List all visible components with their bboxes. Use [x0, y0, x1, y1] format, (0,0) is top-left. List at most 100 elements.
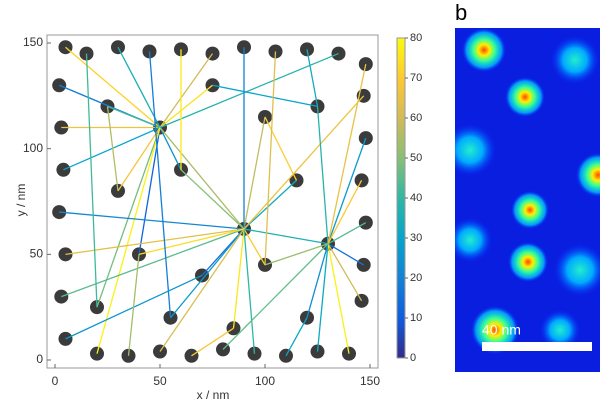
edge	[61, 228, 245, 298]
edge	[59, 211, 245, 230]
colorbar-segment	[397, 63, 405, 69]
colorbar-segment	[397, 263, 405, 269]
colorbar-segment	[397, 343, 405, 349]
colorbar-segment	[397, 193, 405, 199]
colorbar-segment	[397, 218, 405, 224]
edge	[117, 127, 161, 192]
colorbar-tick-label: 30	[410, 232, 422, 244]
edge	[306, 49, 319, 107]
x-tick-label: 100	[255, 374, 275, 388]
colorbar-segment	[397, 138, 405, 144]
colorbar-segment	[397, 178, 405, 184]
colorbar-segment	[397, 153, 405, 159]
edge	[243, 179, 297, 230]
colorbar-tick-label: 20	[410, 272, 422, 284]
edge	[243, 116, 266, 230]
edge	[65, 46, 161, 129]
colorbar-segment	[397, 123, 405, 129]
edge	[327, 243, 350, 354]
particle	[52, 78, 67, 93]
edge	[191, 327, 234, 357]
colorbar-tick-label: 0	[410, 352, 416, 364]
colorbar-segment	[397, 348, 405, 354]
edge	[138, 228, 245, 255]
scale-bar-label: 40 nm	[482, 322, 521, 338]
colorbar-segment	[397, 68, 405, 74]
edge	[264, 51, 277, 265]
colorbar-segment	[397, 183, 405, 189]
edge	[327, 243, 365, 266]
colorbar-segment	[397, 173, 405, 179]
x-tick-label: 150	[360, 374, 380, 388]
edge	[159, 53, 214, 128]
edge	[327, 137, 367, 244]
colorbar-segment	[397, 308, 405, 314]
colorbar-tick-label: 50	[410, 152, 422, 164]
spot	[455, 218, 492, 262]
colorbar-segment	[397, 108, 405, 114]
colorbar-segment	[397, 253, 405, 259]
edge	[63, 126, 161, 171]
colorbar-segment	[397, 323, 405, 329]
heatmap-image	[455, 28, 600, 372]
colorbar-segment	[397, 338, 405, 344]
edge	[148, 51, 172, 318]
colorbar-segment	[397, 58, 405, 64]
network-plot: 0 50 100 150 0 50 100 150	[23, 34, 380, 388]
edge	[306, 243, 329, 318]
spot	[508, 242, 548, 282]
y-tick-label: 0	[36, 352, 43, 366]
edge	[243, 228, 256, 354]
colorbar-segment	[397, 83, 405, 89]
colorbar-segment	[397, 233, 405, 239]
edge	[159, 228, 245, 352]
particle	[52, 205, 67, 220]
edge	[212, 84, 318, 108]
x-tick-label: 50	[153, 374, 167, 388]
edge	[222, 243, 329, 350]
edge	[327, 243, 363, 302]
y-axis-label: y / nm	[14, 184, 28, 217]
colorbar-segment	[397, 143, 405, 149]
colorbar-segment	[397, 278, 405, 284]
colorbar-segment	[397, 43, 405, 49]
spot	[505, 77, 545, 117]
spot	[455, 124, 496, 176]
spot	[554, 244, 600, 296]
colorbar-segment	[397, 268, 405, 274]
colorbar-segment	[397, 103, 405, 109]
edge	[96, 127, 161, 354]
y-tick-label: 100	[23, 141, 43, 155]
colorbar-segment	[397, 163, 405, 169]
spot	[576, 153, 600, 197]
colorbar-segment	[397, 93, 405, 99]
colorbar-segment	[397, 133, 405, 139]
edge	[243, 95, 365, 230]
colorbar-segment	[397, 258, 405, 264]
edge	[117, 46, 161, 128]
edge	[85, 53, 98, 308]
colorbar-tick-label: 40	[410, 192, 422, 204]
particle	[358, 57, 373, 72]
edge	[264, 243, 329, 266]
colorbar-segment	[397, 113, 405, 119]
colorbar-segment	[397, 168, 405, 174]
colorbar-segment	[397, 118, 405, 124]
colorbar-segment	[397, 223, 405, 229]
colorbar-segment	[397, 313, 405, 319]
colorbar-segment	[397, 148, 405, 154]
y-tick-label: 50	[30, 247, 44, 261]
colorbar-segment	[397, 188, 405, 194]
colorbar-segment	[397, 88, 405, 94]
colorbar-segment	[397, 158, 405, 164]
colorbar-segment	[397, 318, 405, 324]
edge	[316, 243, 329, 352]
edge	[180, 169, 245, 230]
colorbar-segment	[397, 238, 405, 244]
scale-bar	[482, 342, 592, 351]
colorbar-segment	[397, 333, 405, 339]
panel-label: b	[455, 0, 467, 25]
spot	[462, 28, 506, 72]
edge	[96, 127, 161, 308]
